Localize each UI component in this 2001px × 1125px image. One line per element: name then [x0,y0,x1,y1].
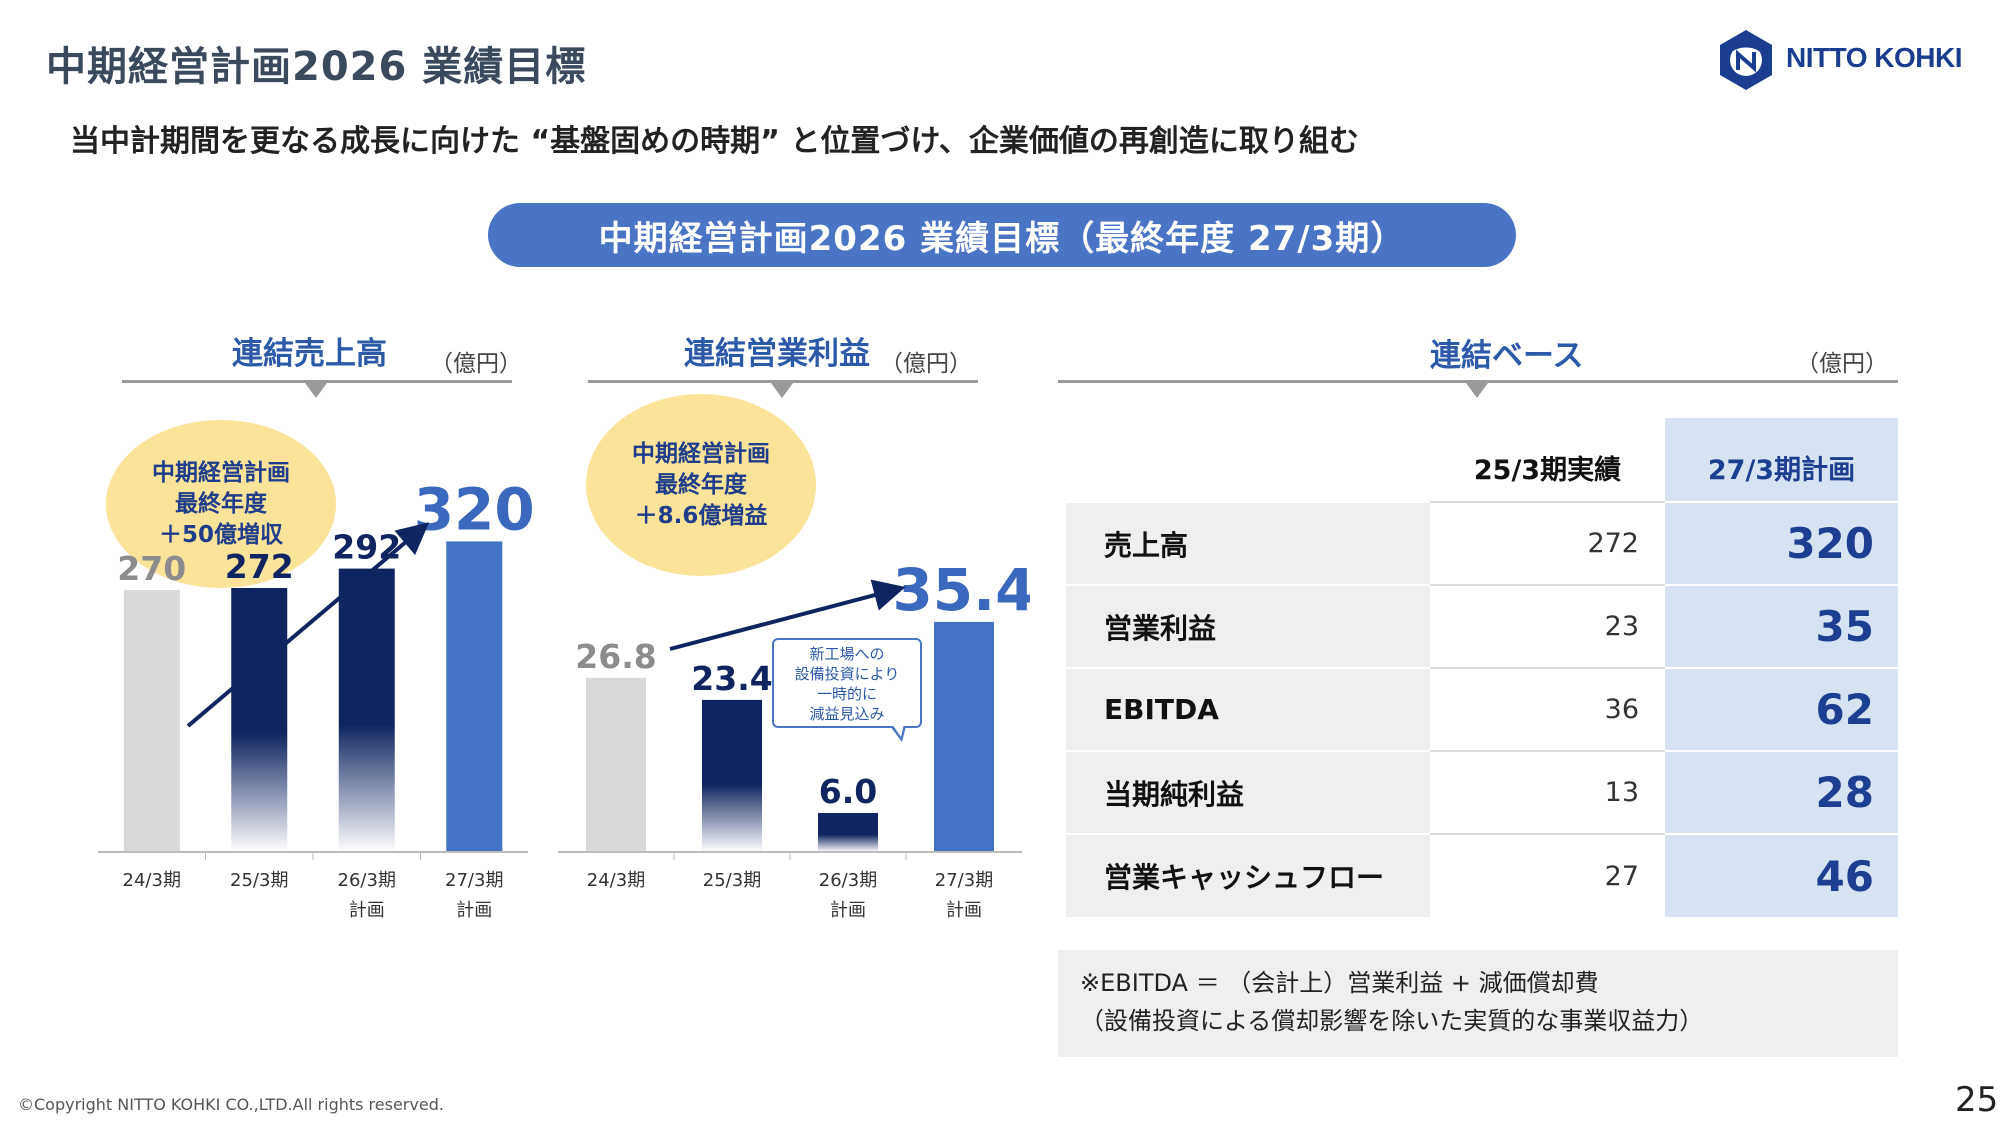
profit-x-tick-label: 計画 [830,900,866,921]
kpi-row-net-income: 当期純利益 13 28 [1066,751,1898,835]
company-logo [1720,30,1772,90]
copyright-text: ©Copyright NITTO KOHKI CO.,LTD.All right… [18,1095,444,1114]
profit-data-label: 35.4 [892,556,1030,624]
sales-bar-chart: 270 24/3期 272 25/3期 292 26/3期計画 320 27/3期計画 [98,475,535,921]
sales-bar [123,589,180,852]
kpi-header-blank [1066,418,1430,502]
kpi-row-label: 営業利益 [1066,585,1430,668]
profit-x-tick-label: 計画 [946,900,982,921]
sales-x-tick-label: 27/3期 [445,870,503,891]
kpi-row-sales: 売上高 272 320 [1066,502,1898,586]
kpi-plan-value: 62 [1665,668,1898,751]
kpi-col-plan-header: 27/3期計画 [1665,418,1898,502]
profit-bar [934,621,994,852]
kpi-plan-value: 28 [1665,751,1898,834]
sales-data-label: 272 [225,547,294,586]
kpi-row-label: 当期純利益 [1066,751,1430,834]
kpi-row-operating-profit: 営業利益 23 35 [1066,585,1898,669]
sales-chart-title: 連結売上高 [232,336,387,372]
kpi-row-operating-cashflow: 営業キャッシュフロー 27 46 [1066,834,1898,917]
sales-bar [338,568,395,852]
kpi-actual-value: 23 [1430,585,1665,669]
sales-header-pointer [305,383,327,398]
profit-unit-label: （億円） [880,351,972,377]
profit-chart-title: 連結営業利益 [684,336,870,372]
callout-line-3: 一時的に [816,685,877,703]
kpi-header-pointer [1466,383,1488,398]
footnote-line-2: （設備投資による償却影響を除いた実質的な事業収益力） [1080,1007,1704,1035]
kpi-actual-value: 272 [1430,502,1665,586]
kpi-plan-value: 35 [1665,585,1898,668]
callout-line-1: 新工場への [809,645,885,663]
logo-text: NITTO KOHKI [1786,42,1962,73]
profit-x-tick-label: 27/3期 [935,870,993,891]
kpi-row-ebitda: EBITDA 36 62 [1066,668,1898,752]
profit-target-badge: 中期経営計画 最終年度 ＋8.6億増益 [586,394,816,576]
sales-trend-arrow [186,522,430,728]
kpi-table: 25/3期実績 27/3期計画 売上高 272 320 営業利益 23 35 E… [1066,418,1898,917]
footnote-line-1: ※EBITDA ＝ （会計上）営業利益 + 減価償却費 [1080,969,1599,997]
kpi-header-row: 25/3期実績 27/3期計画 [1066,418,1898,503]
sales-badge-line-2: 最終年度 [175,490,267,517]
sales-x-tick-label: 26/3期 [338,870,396,891]
sales-data-label: 320 [414,475,535,543]
profit-bar-chart: 26.8 24/3期 23.4 25/3期 6.0 26/3期計画 35.4 27/3期計画 [558,556,1030,921]
profit-header-pointer [771,383,793,398]
kpi-col-actual-header: 25/3期実績 [1430,418,1665,503]
profit-bar [702,699,762,852]
sales-badge-line-1: 中期経営計画 [152,459,290,486]
callout-line-4: 減益見込み [809,705,885,723]
profit-trend-arrow [669,579,906,651]
profit-x-tick-label: 24/3期 [587,870,645,891]
kpi-plan-value: 320 [1665,502,1898,585]
kpi-plan-value: 46 [1665,834,1898,917]
profit-badge-line-2: 最終年度 [655,471,747,498]
sales-x-tick-label: 計画 [349,900,385,921]
kpi-header-rule [1058,380,1898,383]
sales-header-rule [122,380,512,383]
kpi-panel-title: 連結ベース [1430,338,1584,374]
profit-bar [586,677,646,852]
kpi-actual-value: 27 [1430,834,1665,917]
profit-x-tick-label: 25/3期 [703,870,761,891]
kpi-row-label: 売上高 [1066,502,1430,585]
kpi-actual-value: 13 [1430,751,1665,835]
ebitda-footnote: ※EBITDA ＝ （会計上）営業利益 + 減価償却費 （設備投資による償却影響… [1058,950,1898,1057]
sales-x-tick-label: 24/3期 [123,870,181,891]
sales-data-label: 292 [332,528,401,567]
sales-badge-line-3: ＋50億増収 [158,521,283,548]
sales-unit-label: （億円） [430,351,522,377]
profit-bar [818,813,878,852]
page-subtitle: 当中計期間を更なる成長に向けた “基盤固めの時期” と位置づけ、企業価値の再創造… [70,124,1359,159]
sales-x-tick-label: 25/3期 [230,870,288,891]
page-number: 25 [1955,1080,1999,1120]
profit-dip-callout: 新工場への 設備投資により 一時的に 減益見込み [772,638,922,728]
kpi-unit-label: （億円） [1796,351,1888,377]
profit-header-rule [588,380,978,383]
profit-badge-line-3: ＋8.6億増益 [634,502,768,529]
kpi-actual-value: 36 [1430,668,1665,752]
profit-data-label: 26.8 [575,637,656,676]
profit-badge-line-1: 中期経営計画 [632,440,770,467]
sales-data-label: 270 [117,549,186,588]
profit-data-label: 23.4 [691,659,772,698]
callout-line-2: 設備投資により [794,665,900,683]
sales-bar [446,541,503,852]
sales-bar [231,588,288,852]
profit-x-tick-label: 26/3期 [819,870,877,891]
sales-target-badge: 中期経営計画 最終年度 ＋50億増収 [106,420,336,588]
sales-x-tick-label: 計画 [456,900,492,921]
section-banner: 中期経営計画2026 業績目標（最終年度 27/3期） [488,203,1516,267]
kpi-row-label: EBITDA [1066,668,1430,751]
page-title: 中期経営計画2026 業績目標 [46,44,587,90]
callout-tail-inner [892,724,904,737]
profit-data-label: 6.0 [819,772,877,811]
kpi-row-label: 営業キャッシュフロー [1066,834,1430,917]
